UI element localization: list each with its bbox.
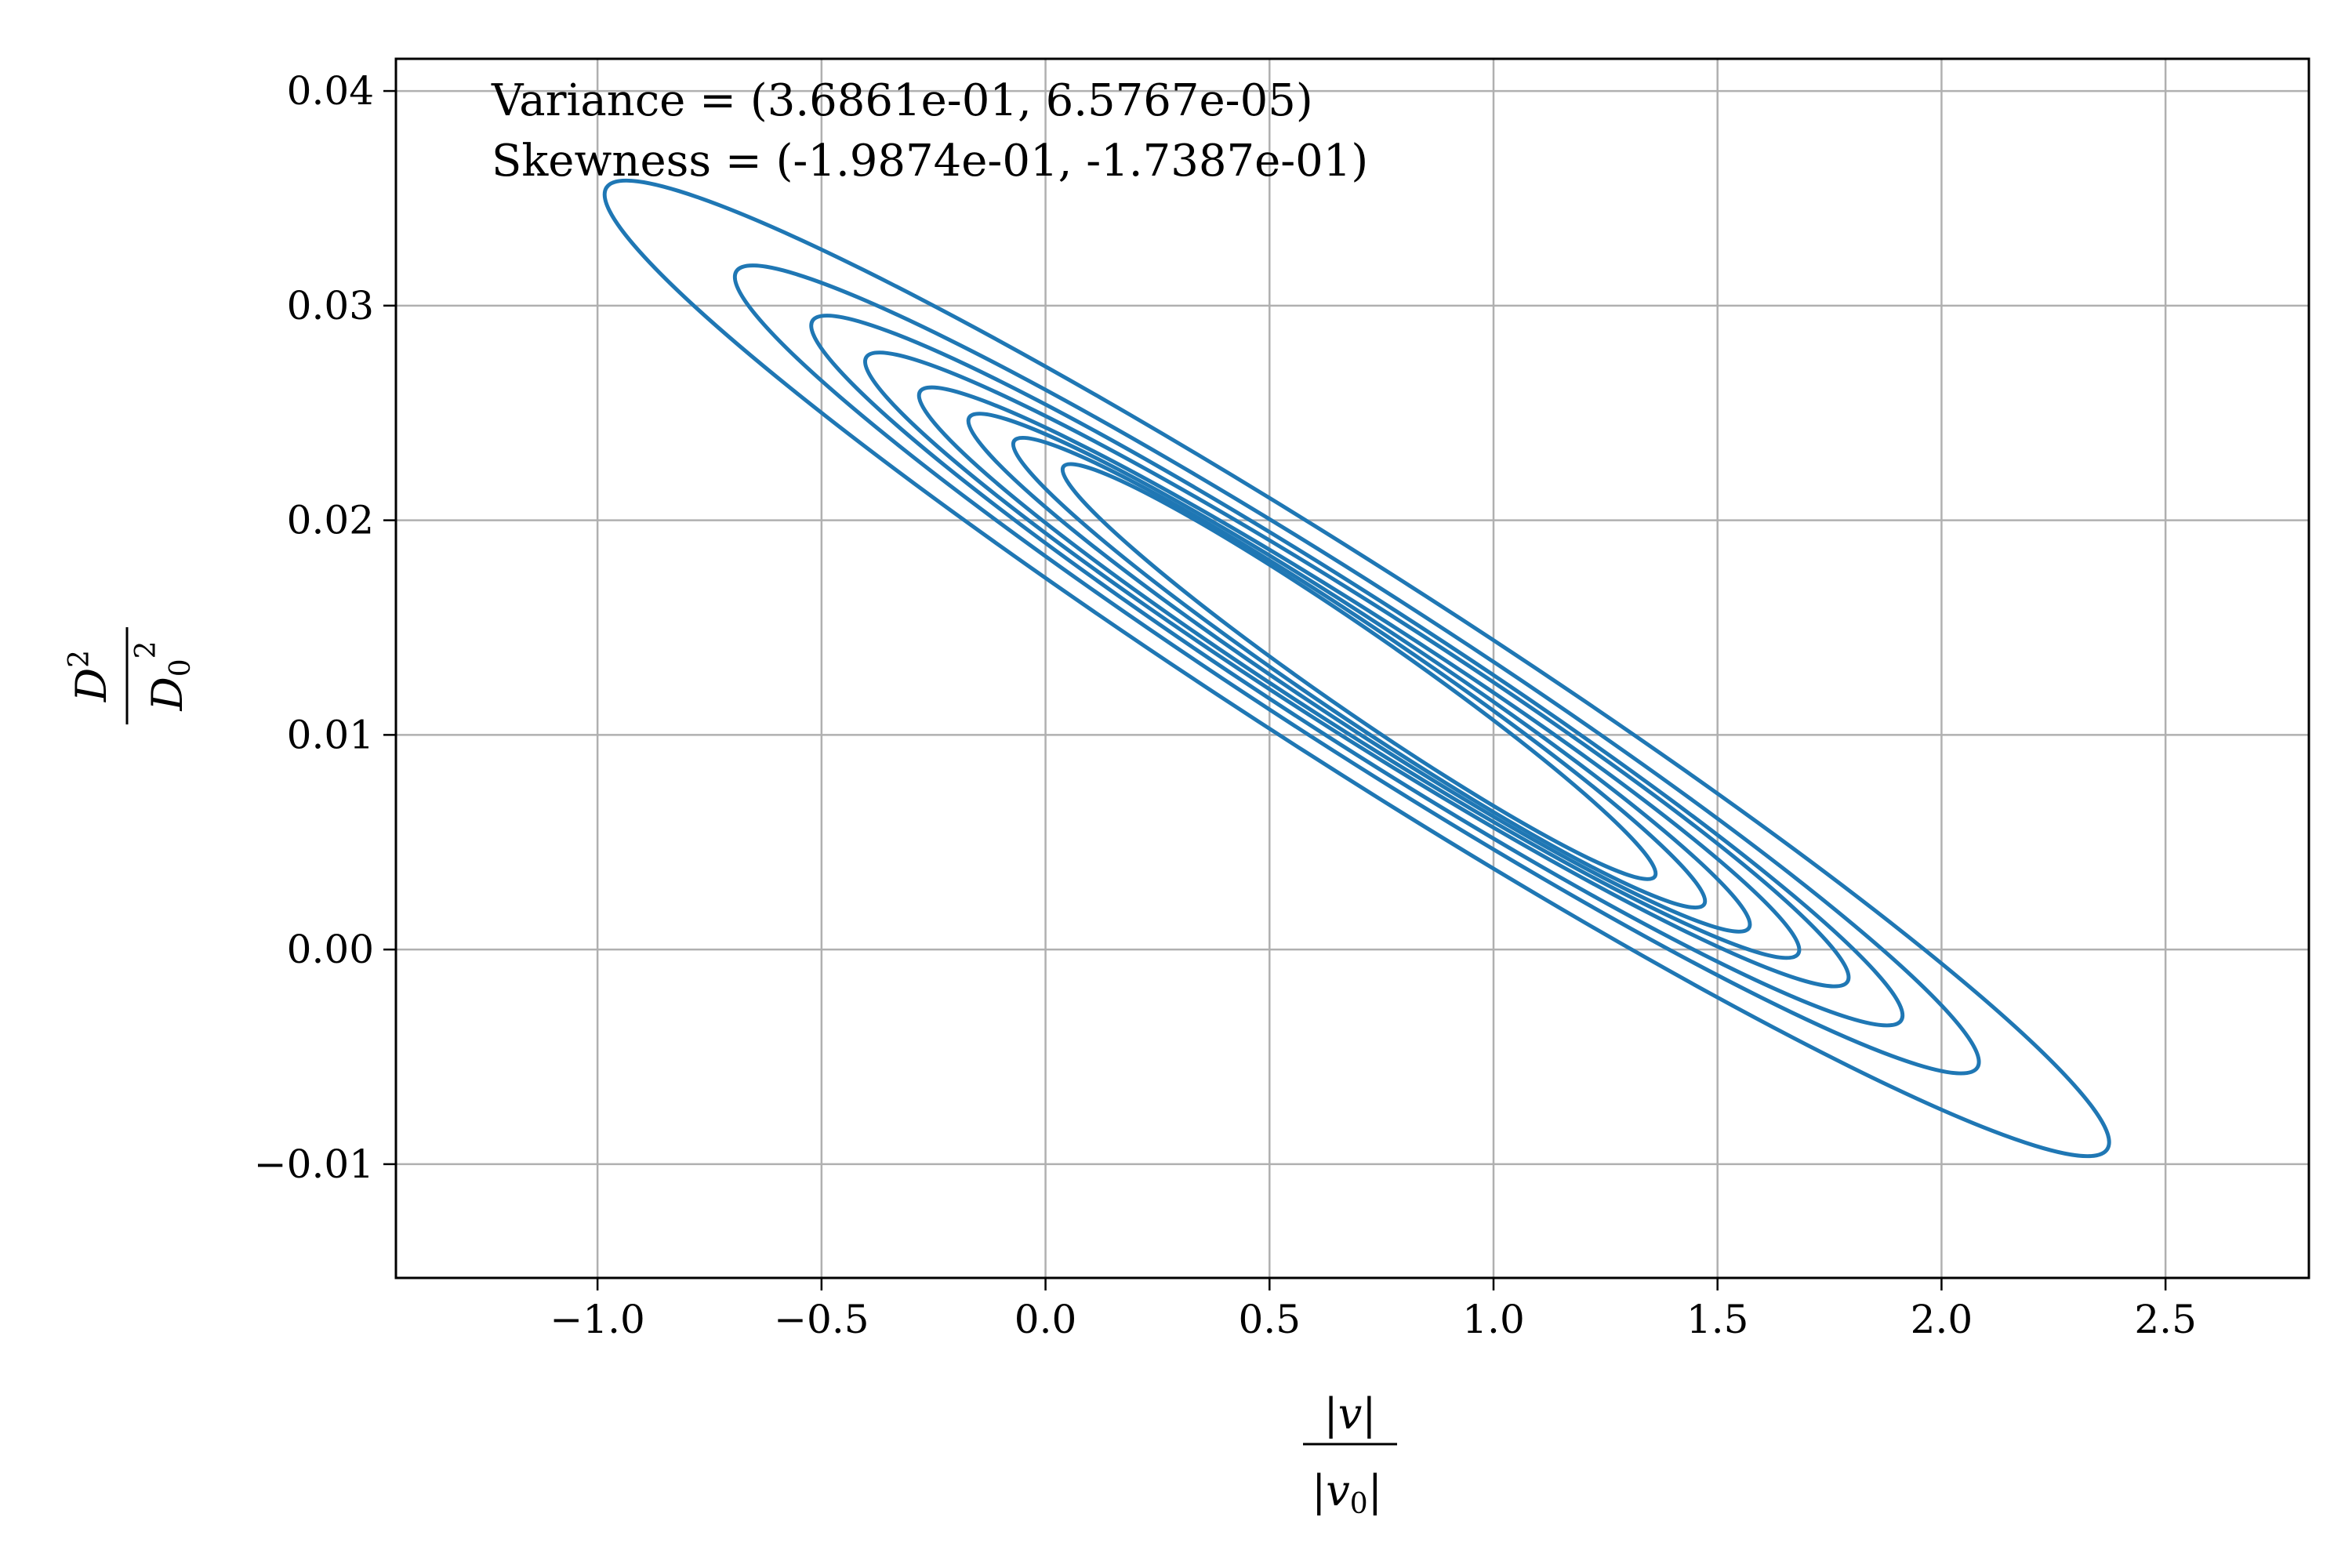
y-tick-label: 0.01 — [287, 712, 374, 757]
svg-text:|v0|: |v0| — [1312, 1466, 1382, 1520]
annotation-skewness: Skewness = (-1.9874e-01, -1.7387e-01) — [492, 136, 1368, 187]
axis-ticks: −1.0 −0.5 0.0 0.5 1.0 1.5 2.0 2.5 −0.01 0.00 0.01 0… — [254, 68, 2197, 1342]
y-tick-label: 0.03 — [287, 283, 374, 328]
contour-line — [809, 314, 1905, 1028]
annotation-variance: Variance = (3.6861e-01, 6.5767e-05) — [491, 75, 1313, 126]
svg-text:|v|: |v| — [1324, 1389, 1377, 1439]
y-tick-label: 0.04 — [287, 68, 374, 114]
contour-line — [1011, 435, 1708, 910]
x-tick-label: 2.5 — [2134, 1297, 2197, 1342]
x-axis-label: |v| |v0| — [1303, 1389, 1397, 1520]
contour-line — [916, 385, 1802, 960]
x-tick-label: 1.5 — [1686, 1297, 1749, 1342]
y-tick-label: −0.01 — [254, 1142, 374, 1187]
y-tick-label: 0.02 — [287, 498, 374, 543]
x-tick-label: −1.0 — [550, 1297, 644, 1342]
contour-line — [966, 412, 1752, 934]
contour-line — [732, 263, 1981, 1076]
x-tick-label: 1.0 — [1462, 1297, 1525, 1342]
contour-line — [1060, 462, 1658, 881]
y-tick-label: 0.00 — [287, 927, 374, 972]
x-tick-label: 0.5 — [1239, 1297, 1301, 1342]
x-tick-label: 2.0 — [1911, 1297, 1973, 1342]
contour-line — [602, 178, 2111, 1159]
x-tick-label: 0.0 — [1014, 1297, 1077, 1342]
contour-lines — [602, 178, 2111, 1159]
grid-lines — [396, 59, 2309, 1278]
plot-frame — [394, 57, 2310, 1279]
x-tick-label: −0.5 — [774, 1297, 869, 1342]
contour-line — [862, 350, 1851, 989]
